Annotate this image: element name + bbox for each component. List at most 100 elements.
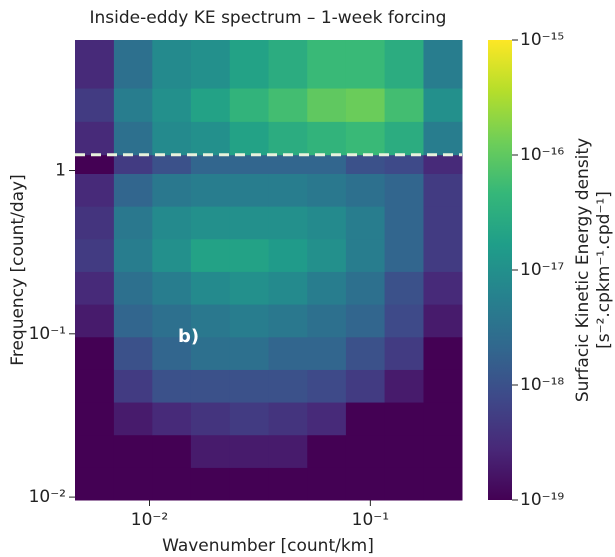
heatmap-cell [190, 336, 231, 370]
heatmap-cell [75, 434, 115, 468]
heatmap-cell [113, 467, 153, 501]
heatmap-cell [307, 40, 347, 89]
heatmap-cell [229, 434, 270, 468]
heatmap-cell [268, 88, 308, 122]
heatmap-cell [423, 434, 463, 468]
heatmap-cell [229, 173, 270, 207]
heatmap-cell [75, 121, 115, 156]
y-tick-label: 1 [55, 161, 66, 181]
heatmap-cell [113, 402, 153, 436]
heatmap-cell [190, 121, 231, 156]
heatmap-cell [384, 206, 424, 240]
heatmap-cell [190, 434, 231, 468]
heatmap-cell [307, 336, 347, 370]
heatmap-cell [152, 271, 192, 305]
heatmap-cell [307, 434, 347, 468]
heatmap-cell [190, 154, 231, 174]
heatmap-cell [190, 88, 231, 122]
heatmap-cell [75, 402, 115, 436]
heatmap-cell [113, 304, 153, 338]
heatmap-cell [307, 369, 347, 403]
heatmap-cell [345, 402, 386, 436]
heatmap-cell [384, 467, 424, 501]
heatmap-cell [190, 271, 231, 305]
heatmap-cell [345, 88, 386, 122]
heatmap-cell [113, 88, 153, 122]
y-tick-label: 10⁻² [29, 487, 66, 507]
y-axis-label: Frequency [count/day] [8, 174, 28, 365]
heatmap-cell [113, 121, 153, 156]
heatmap-cell [307, 238, 347, 272]
heatmap-cell [268, 154, 308, 174]
heatmap-cell [75, 40, 115, 89]
heatmap-cell [345, 467, 386, 501]
heatmap-cell [152, 434, 192, 468]
heatmap-cell [423, 88, 463, 122]
heatmap-cell [268, 238, 308, 272]
heatmap-cell [307, 467, 347, 501]
heatmap-cell [384, 434, 424, 468]
heatmap-cell [268, 173, 308, 207]
heatmap-cell [152, 238, 192, 272]
heatmap-cell [152, 206, 192, 240]
heatmap-cell [268, 206, 308, 240]
heatmap-cell [113, 434, 153, 468]
heatmap-cell [190, 402, 231, 436]
heatmap-cell [113, 154, 153, 174]
colorbar [488, 40, 512, 500]
heatmap-cell [384, 40, 424, 89]
heatmap-cell [307, 206, 347, 240]
heatmap-cell [384, 88, 424, 122]
heatmap-cell [307, 402, 347, 436]
heatmap-cell [423, 369, 463, 403]
heatmap-cell [229, 402, 270, 436]
heatmap-cell [268, 271, 308, 305]
heatmap-cell [229, 238, 270, 272]
heatmap-cell [113, 238, 153, 272]
heatmap-cell [423, 206, 463, 240]
heatmap-cell [345, 434, 386, 468]
heatmap-cell [268, 467, 308, 501]
heatmap-cell [268, 434, 308, 468]
heatmap-cell [152, 467, 192, 501]
heatmap-cell [229, 88, 270, 122]
heatmap-cell [75, 467, 115, 501]
colorbar-tick-label: 10⁻¹⁷ [520, 260, 564, 280]
heatmap-cell [423, 238, 463, 272]
heatmap-cell [423, 402, 463, 436]
heatmap-cell [423, 40, 463, 89]
heatmap-cell [75, 336, 115, 370]
heatmap-cell [229, 304, 270, 338]
heatmap-cell [190, 40, 231, 89]
heatmap-cell [152, 121, 192, 156]
heatmap-cell [307, 304, 347, 338]
heatmap-cell [152, 336, 192, 370]
heatmap-cell [307, 121, 347, 156]
heatmap-cell [152, 402, 192, 436]
heatmap-cell [307, 173, 347, 207]
heatmap-cell [75, 173, 115, 207]
heatmap-cell [345, 206, 386, 240]
heatmap-cell [423, 121, 463, 156]
heatmap-cell [190, 238, 231, 272]
heatmap-cell [384, 173, 424, 207]
heatmap-cell [229, 336, 270, 370]
x-axis-label: Wavenumber [count/km] [162, 536, 374, 556]
colorbar-tick-label: 10⁻¹⁶ [520, 145, 564, 165]
heatmap-cell [268, 369, 308, 403]
heatmap-cell [190, 304, 231, 338]
heatmap-cell [113, 369, 153, 403]
heatmap-cell [423, 154, 463, 174]
heatmap-cell [345, 304, 386, 338]
heatmap-cell [384, 121, 424, 156]
heatmap-cell [152, 88, 192, 122]
heatmap-cell [113, 271, 153, 305]
heatmap-cell [345, 238, 386, 272]
x-tick-label: 10⁻¹ [352, 510, 389, 530]
heatmap-cell [423, 304, 463, 338]
heatmap-cell [384, 402, 424, 436]
heatmap-cell [229, 271, 270, 305]
heatmap-cell [423, 467, 463, 501]
heatmap-cell [384, 238, 424, 272]
